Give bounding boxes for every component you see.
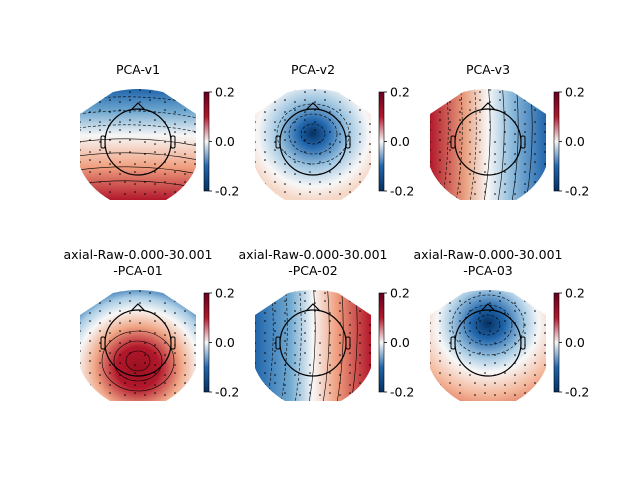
topomap-surface bbox=[255, 89, 371, 200]
colorbar-tick-label: 0.0 bbox=[565, 134, 585, 149]
topomap-title: PCA-v1 bbox=[116, 62, 160, 77]
colorbar-tick-label: -0.2 bbox=[215, 385, 239, 400]
left-ear-icon bbox=[275, 135, 281, 149]
contour-lines bbox=[276, 103, 350, 165]
right-ear-icon bbox=[170, 336, 176, 350]
colorbar: 0.2 0.0 -0.2 bbox=[553, 85, 589, 199]
colorbar-tick-label: -0.2 bbox=[565, 385, 589, 400]
colorbar-tick-label: 0.0 bbox=[390, 134, 410, 149]
topomap-title: -PCA-03 bbox=[463, 263, 512, 278]
left-ear-icon bbox=[275, 336, 281, 350]
colorbar-tick-label: 0.2 bbox=[215, 85, 235, 100]
colorbar: 0.2 0.0 -0.2 bbox=[378, 286, 414, 400]
colorbar-tick-label: 0.0 bbox=[390, 335, 410, 350]
topomap-1: PCA-v1 0.2 0.0 -0.2 bbox=[80, 62, 239, 200]
right-ear-icon bbox=[345, 135, 351, 149]
colorbar-tick-label: -0.2 bbox=[390, 184, 414, 199]
topomap-title: axial-Raw-0.000-30.001 bbox=[238, 247, 387, 262]
topomap-surface bbox=[430, 89, 546, 200]
nose-icon bbox=[305, 303, 321, 312]
nose-icon bbox=[305, 102, 321, 111]
topomap-5: axial-Raw-0.000-30.001-PCA-02 0.2 0.0 -0.2 bbox=[238, 247, 414, 401]
colorbar-tick-label: 0.2 bbox=[565, 85, 585, 100]
topomap-surface bbox=[80, 290, 196, 401]
colorbar-tick-label: 0.0 bbox=[215, 335, 235, 350]
right-ear-icon bbox=[520, 336, 526, 350]
colorbar-tick-label: -0.2 bbox=[390, 385, 414, 400]
contour-lines bbox=[101, 330, 175, 392]
right-ear-icon bbox=[170, 135, 176, 149]
topomap-title: -PCA-02 bbox=[288, 263, 337, 278]
topomap-4: axial-Raw-0.000-30.001-PCA-01 0.2 0.0 -0.2 bbox=[63, 247, 239, 401]
left-ear-icon bbox=[100, 336, 106, 350]
topomap-3: PCA-v3 0.2 0.0 -0.2 bbox=[430, 62, 589, 200]
topomap-surface bbox=[80, 89, 196, 200]
topomap-surface bbox=[255, 290, 371, 401]
colorbar-tick-label: 0.2 bbox=[215, 286, 235, 301]
colorbar: 0.2 0.0 -0.2 bbox=[378, 85, 414, 199]
colorbar-tick-label: 0.0 bbox=[565, 335, 585, 350]
topomap-surface bbox=[430, 290, 546, 401]
nose-icon bbox=[130, 102, 146, 111]
topomap-title: PCA-v2 bbox=[291, 62, 335, 77]
colorbar: 0.2 0.0 -0.2 bbox=[203, 286, 239, 400]
nose-icon bbox=[480, 102, 496, 111]
left-ear-icon bbox=[450, 336, 456, 350]
colorbar-tick-label: 0.2 bbox=[565, 286, 585, 301]
topomap-title: PCA-v3 bbox=[466, 62, 510, 77]
right-ear-icon bbox=[345, 336, 351, 350]
contour-lines bbox=[80, 96, 196, 189]
colorbar-tick-label: 0.0 bbox=[215, 134, 235, 149]
left-ear-icon bbox=[100, 135, 106, 149]
right-ear-icon bbox=[520, 135, 526, 149]
topomap-2: PCA-v2 0.2 0.0 -0.2 bbox=[255, 62, 414, 200]
colorbar: 0.2 0.0 -0.2 bbox=[553, 286, 589, 400]
topomap-title: -PCA-01 bbox=[113, 263, 162, 278]
nose-icon bbox=[480, 303, 496, 312]
colorbar: 0.2 0.0 -0.2 bbox=[203, 85, 239, 199]
colorbar-tick-label: 0.2 bbox=[390, 85, 410, 100]
contour-lines bbox=[451, 294, 525, 356]
topomap-title: axial-Raw-0.000-30.001 bbox=[63, 247, 212, 262]
colorbar-tick-label: -0.2 bbox=[565, 184, 589, 199]
topomap-6: axial-Raw-0.000-30.001-PCA-03 0.2 0.0 -0.2 bbox=[413, 247, 589, 401]
nose-icon bbox=[130, 303, 146, 312]
colorbar-tick-label: 0.2 bbox=[390, 286, 410, 301]
left-ear-icon bbox=[450, 135, 456, 149]
colorbar-tick-label: -0.2 bbox=[215, 184, 239, 199]
topomap-title: axial-Raw-0.000-30.001 bbox=[413, 247, 562, 262]
